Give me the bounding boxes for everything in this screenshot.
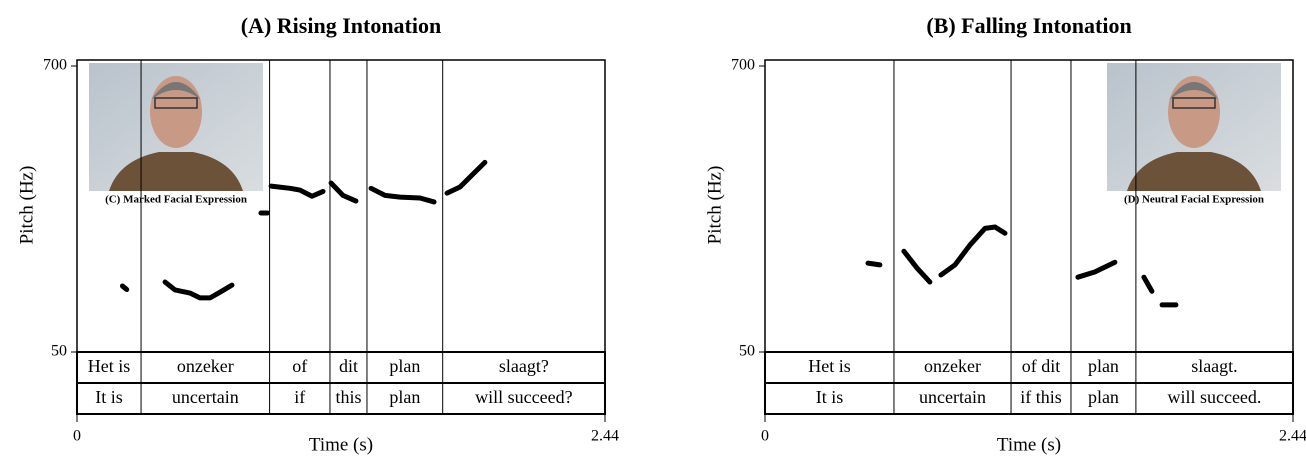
tier-word: will succeed? [475, 387, 572, 407]
figure: (A) Rising Intonation Pitch (Hz) Time (s) (… [0, 0, 1306, 458]
tier-word: Het is [808, 356, 851, 376]
tier-word: plan [389, 387, 420, 407]
y-tick-label: 50 [51, 343, 67, 360]
image-caption: (C) Marked Facial Expression [105, 194, 247, 206]
tier-word: It is [95, 387, 123, 407]
tier-word: this [335, 387, 361, 407]
tier-word: onzeker [177, 356, 234, 376]
tier-word: plan [1088, 387, 1119, 407]
tier-word: dit [339, 356, 358, 376]
tier-word: uncertain [919, 387, 986, 407]
y-tick-label: 700 [43, 57, 67, 74]
tier-word: plan [1088, 356, 1119, 376]
x-tick-label: 0 [761, 428, 769, 445]
x-tick-label: 0 [73, 428, 81, 445]
y-axis-label: Pitch (Hz) [704, 166, 725, 245]
y-tick-label: 50 [739, 343, 755, 360]
y-tick-label: 700 [731, 57, 755, 74]
tier-word: uncertain [172, 387, 239, 407]
image-caption: (D) Neutral Facial Expression [1124, 194, 1264, 206]
tier-word: onzeker [924, 356, 981, 376]
x-tick-label: 2.44 [591, 428, 619, 445]
tier-word: of dit [1022, 356, 1061, 376]
pitch-contour [868, 227, 1176, 305]
chart-title: (A) Rising Intonation [241, 13, 441, 38]
tier-word: slaagt. [1191, 356, 1238, 376]
tier-word: if [294, 387, 305, 407]
tier-word: slaagt? [499, 356, 549, 376]
y-axis-label: Pitch (Hz) [16, 166, 37, 245]
tier-word: It is [816, 387, 844, 407]
tier-word: Het is [88, 356, 131, 376]
x-tick-label: 2.44 [1279, 428, 1306, 445]
tier-word: of [292, 356, 307, 376]
x-axis-label: Time (s) [997, 434, 1061, 455]
tier-word: will succeed. [1167, 387, 1261, 407]
chart-title: (B) Falling Intonation [926, 13, 1131, 38]
tier-word: plan [389, 356, 420, 376]
x-axis-label: Time (s) [309, 434, 373, 455]
tier-word: if this [1020, 387, 1062, 407]
